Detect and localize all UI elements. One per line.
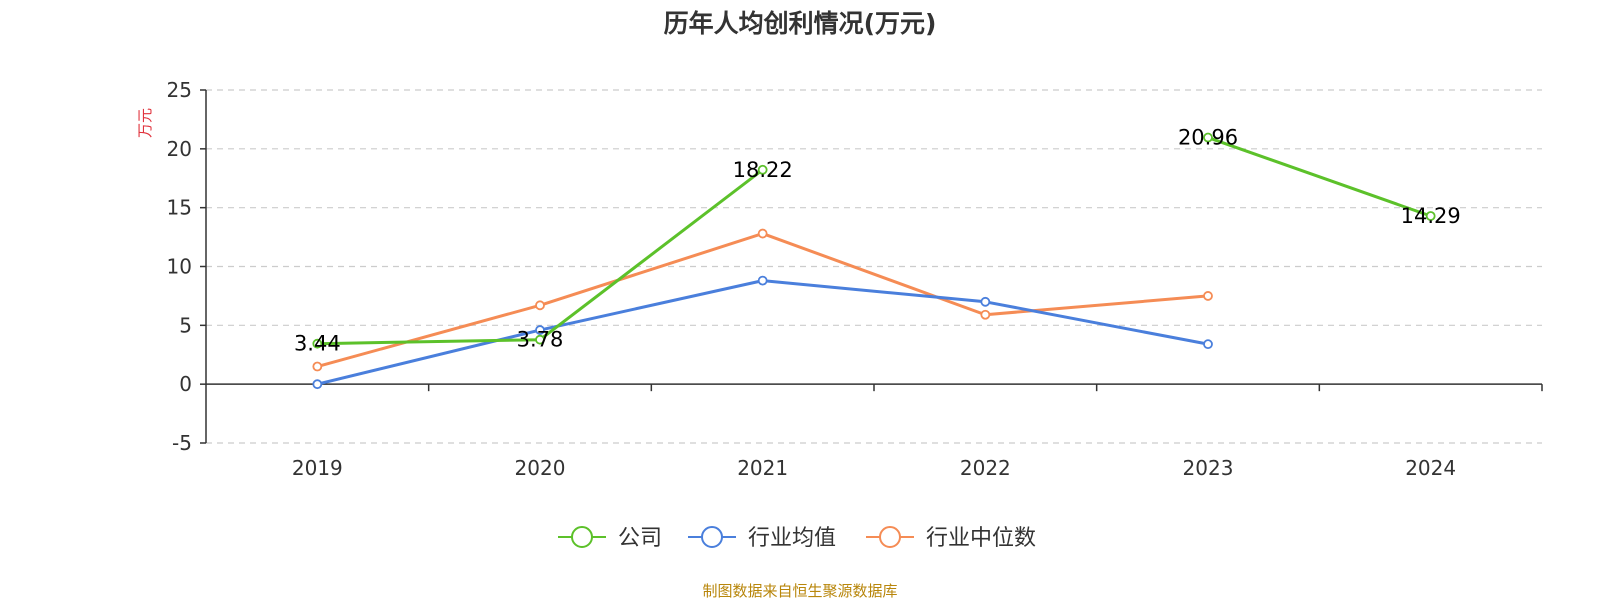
x-tick-label: 2023 [1183,456,1234,480]
data-point[interactable] [1203,339,1213,350]
data-source: 制图数据来自恒生聚源数据库 [702,582,898,600]
data-point[interactable] [757,228,768,239]
tick-labels: -5 0 5 10 15 20 25 2019 2020 2021 2022 2023 2024 万元 [136,78,1456,480]
legend-marker [879,526,901,548]
series-line-3 [316,232,1209,368]
legend-label[interactable]: 公司 [618,526,662,551]
data-point[interactable] [535,325,545,335]
legend-marker [701,526,723,548]
data-label: 3.44 [294,332,341,356]
data-point[interactable] [1425,211,1436,221]
data-point[interactable] [1203,132,1213,143]
series-line-1 [1207,136,1432,218]
data-point[interactable] [312,338,323,349]
y-tick-label: 20 [167,137,192,161]
x-tick-label: 2024 [1405,456,1456,480]
gridlines [206,89,1542,444]
y-axis-label: 万元 [136,108,154,138]
series-points [312,132,1436,390]
chart-title: 历年人均创利情况(万元) [663,9,937,38]
data-label: 20.96 [1178,126,1238,150]
data-point[interactable] [535,300,545,311]
data-point[interactable] [757,275,768,286]
data-labels: 3.44 3.78 18.22 20.96 14.29 [294,126,1461,356]
legend-marker [571,526,593,548]
x-tick-label: 2020 [515,456,566,480]
legend-label[interactable]: 行业中位数 [926,526,1036,551]
data-point[interactable] [312,379,323,390]
data-point[interactable] [980,309,991,320]
data-point[interactable] [757,164,768,175]
y-tick-label: 5 [179,313,192,337]
data-point[interactable] [535,334,545,345]
x-tick-label: 2022 [960,456,1011,480]
series-lines [316,136,1432,386]
data-point[interactable] [1203,291,1213,301]
data-point[interactable] [980,296,991,307]
data-point[interactable] [312,361,323,372]
data-label: 3.78 [517,328,564,352]
axes [200,89,1543,444]
legend-label[interactable]: 行业均值 [748,526,836,551]
legend[interactable]: 公司 行业均值 行业中位数 [558,526,1036,551]
data-label: 18.22 [733,158,793,182]
y-tick-label: 25 [167,78,192,102]
x-tick-label: 2021 [737,456,788,480]
series-line-2 [316,279,1209,386]
y-tick-label: 0 [179,372,192,396]
y-tick-label: 10 [167,255,192,279]
data-label: 14.29 [1401,204,1461,228]
y-tick-label: 15 [167,196,192,220]
y-tick-label: -5 [172,431,192,455]
series-line-1 [317,168,764,346]
x-tick-label: 2019 [292,456,343,480]
